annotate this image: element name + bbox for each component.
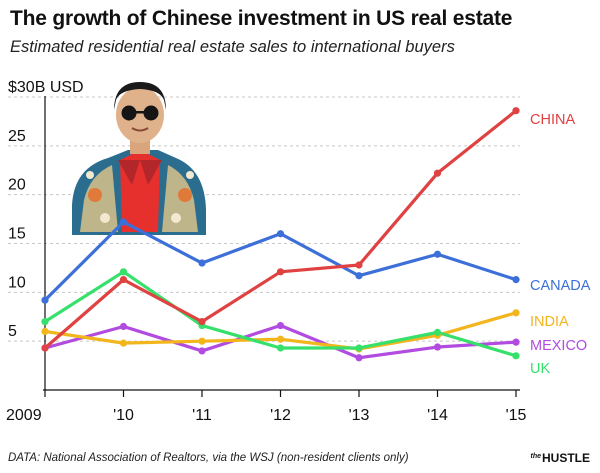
- series-line-india: [43, 311, 518, 351]
- data-point-china: [41, 344, 49, 352]
- brand-name: HUSTLE: [542, 451, 590, 465]
- data-point-mexico: [355, 354, 363, 362]
- y-tick-label: 20: [8, 177, 26, 194]
- data-point-india: [41, 327, 49, 335]
- data-point-uk: [355, 344, 363, 352]
- y-tick-label: 10: [8, 274, 26, 291]
- data-point-uk: [119, 268, 128, 276]
- brand-prefix: the: [530, 453, 542, 460]
- series-label-india: INDIA: [530, 314, 569, 330]
- data-point-uk: [512, 352, 520, 360]
- chart-subtitle: Estimated residential real estate sales …: [10, 38, 455, 56]
- data-point-mexico: [433, 343, 442, 351]
- x-tick-label: '14: [427, 407, 448, 424]
- y-tick-labels: $30B USD 25 20 15 10 5: [8, 79, 84, 340]
- data-point-canada: [433, 250, 442, 258]
- y-tick-label: 25: [8, 128, 26, 145]
- series-labels: MEXICO INDIA UK CANADA CHINA: [530, 112, 591, 377]
- person-portrait-icon: [72, 82, 206, 235]
- data-point-china: [433, 169, 442, 177]
- data-point-china: [276, 268, 285, 276]
- data-point-canada: [119, 218, 128, 226]
- x-tick-label: '11: [192, 407, 212, 424]
- data-point-mexico: [276, 321, 285, 330]
- data-point-canada: [198, 259, 206, 267]
- data-point-china: [512, 107, 520, 115]
- series-label-uk: UK: [530, 361, 550, 377]
- data-point-mexico: [512, 338, 520, 346]
- brand-logo: theHUSTLE: [531, 451, 591, 465]
- series-label-mexico: MEXICO: [530, 338, 587, 354]
- data-point-uk: [433, 328, 442, 336]
- series-label-china: CHINA: [530, 112, 575, 128]
- data-point-canada: [276, 230, 285, 238]
- data-point-china: [198, 318, 206, 326]
- x-tick-labels: 2009 '10 '11 '12 '13 '14 '15: [6, 390, 527, 424]
- x-tick-label: '10: [113, 407, 134, 424]
- data-point-china: [355, 261, 363, 269]
- chart-title: The growth of Chinese investment in US r…: [10, 7, 513, 30]
- data-point-canada: [41, 296, 49, 304]
- data-point-india: [198, 337, 206, 345]
- x-tick-label: '15: [506, 407, 527, 424]
- data-point-uk: [41, 318, 49, 326]
- series-points: [41, 107, 520, 362]
- axes: [43, 96, 520, 391]
- source-note: DATA: National Association of Realtors, …: [8, 452, 409, 464]
- data-point-uk: [276, 344, 285, 352]
- data-point-india: [276, 335, 285, 343]
- y-tick-label: 15: [8, 226, 26, 243]
- data-point-india: [119, 339, 128, 347]
- data-point-mexico: [198, 347, 206, 355]
- data-point-canada: [355, 272, 363, 280]
- series-label-canada: CANADA: [530, 278, 591, 294]
- y-tick-label: 5: [8, 323, 17, 340]
- x-tick-label: 2009: [6, 407, 42, 424]
- data-point-china: [119, 276, 128, 284]
- x-tick-label: '13: [349, 407, 370, 424]
- x-tick-label: '12: [270, 407, 291, 424]
- data-point-canada: [512, 276, 520, 284]
- data-point-india: [512, 309, 520, 317]
- data-point-mexico: [119, 322, 128, 331]
- y-tick-label: $30B USD: [8, 79, 84, 96]
